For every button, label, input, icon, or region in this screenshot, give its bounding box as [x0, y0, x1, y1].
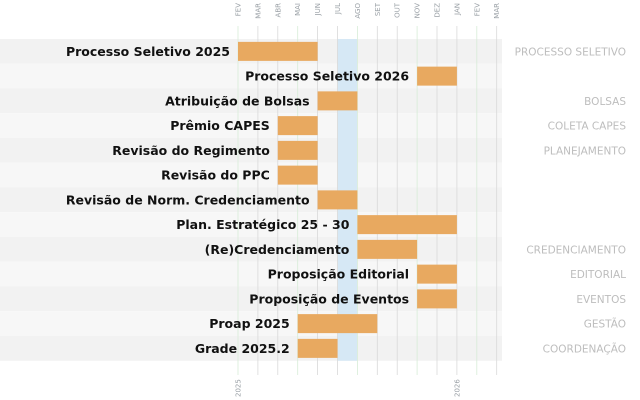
- month-tick-label: ABR: [274, 3, 282, 18]
- month-tick-label: MAI: [294, 3, 302, 16]
- category-label: CREDENCIAMENTO: [526, 244, 626, 256]
- task-label: Proposição de Eventos: [249, 291, 409, 306]
- year-tick-label: 2025: [235, 379, 243, 397]
- task-bar: [417, 289, 457, 309]
- task-bar: [357, 215, 457, 235]
- task-bar: [317, 190, 358, 210]
- month-axis: FEV MAR ABR MAI JUN JUL AGO SET OUT NOV DEZ JAN FEV M…: [235, 2, 502, 18]
- category-label: GESTÃO: [584, 318, 626, 331]
- month-tick-label: DEZ: [434, 3, 442, 18]
- task-label: Revisão do Regimento: [112, 143, 270, 158]
- task-bar: [297, 338, 338, 358]
- category-label: EVENTOS: [576, 294, 626, 306]
- task-bar: [417, 66, 457, 86]
- task-labels: Processo Seletivo 2025 Processo Seletivo …: [66, 44, 409, 356]
- year-tick-label: 2026: [453, 379, 461, 397]
- year-axis: 2025 2026: [235, 379, 462, 397]
- row-band: [0, 162, 502, 188]
- task-label: Revisão do PPC: [161, 168, 270, 183]
- month-tick-label: MAR: [493, 3, 501, 19]
- task-bar: [277, 116, 318, 136]
- row-band: [0, 336, 502, 361]
- month-tick-label: JAN: [453, 3, 461, 16]
- task-label: Atribuição de Bolsas: [165, 93, 310, 108]
- task-bar: [417, 264, 457, 284]
- task-bars: [238, 41, 457, 358]
- row-band: [0, 138, 502, 163]
- task-label: Processo Seletivo 2026: [245, 69, 409, 84]
- task-bar: [357, 239, 418, 259]
- task-label: Proposição Editorial: [268, 267, 409, 282]
- row-band: [0, 88, 502, 114]
- category-label: PROCESSO SELETIVO: [515, 46, 626, 58]
- row-band: [0, 311, 502, 336]
- task-bar: [317, 91, 358, 111]
- month-tick-label: JUL: [334, 3, 342, 15]
- category-label: EDITORIAL: [570, 269, 626, 281]
- row-band: [0, 237, 502, 262]
- month-tick-label: JUN: [314, 3, 322, 16]
- month-tick-label: OUT: [394, 2, 402, 18]
- category-labels: PROCESSO SELETIVO BOLSAS COLETA CAPES PLANE…: [515, 46, 627, 355]
- task-label: Grade 2025.2: [195, 341, 290, 356]
- month-tick-label: FEV: [235, 3, 243, 16]
- category-label: BOLSAS: [584, 96, 626, 108]
- task-label: Prêmio CAPES: [170, 118, 270, 133]
- category-label: PLANEJAMENTO: [544, 145, 626, 157]
- month-tick-label: MAR: [254, 3, 262, 19]
- task-bar: [297, 314, 378, 334]
- row-band: [0, 113, 502, 138]
- task-label: (Re)Credenciamento: [205, 242, 350, 257]
- month-tick-label: AGO: [354, 3, 362, 19]
- task-label: Plan. Estratégico 25 - 30: [176, 217, 349, 232]
- task-label: Processo Seletivo 2025: [66, 44, 230, 59]
- category-label: COORDENAÇÃO: [543, 342, 626, 355]
- task-label: Revisão de Norm. Credenciamento: [66, 192, 310, 207]
- task-bar: [238, 41, 318, 61]
- month-tick-label: NOV: [414, 3, 422, 19]
- task-bar: [277, 140, 318, 160]
- task-bar: [277, 165, 318, 185]
- month-tick-label: FEV: [473, 3, 481, 16]
- category-label: COLETA CAPES: [548, 121, 627, 133]
- task-label: Proap 2025: [209, 316, 289, 331]
- row-band: [0, 187, 502, 213]
- month-tick-label: SET: [374, 2, 382, 16]
